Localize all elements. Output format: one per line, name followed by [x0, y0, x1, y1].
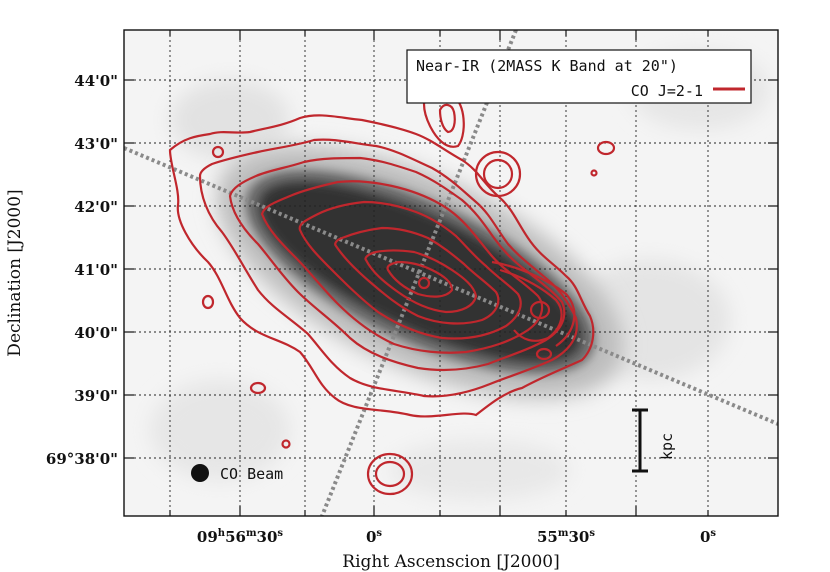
co-contour-level-7: [364, 249, 478, 314]
kpc-scale-bar: [632, 408, 648, 473]
co-blob-w: [201, 294, 215, 310]
co-blob-nw: [211, 145, 225, 159]
co-blob-ne-inner: [482, 158, 514, 190]
co-contour-peak: [417, 276, 431, 290]
plot-frame: [123, 29, 779, 517]
y-tick-label: 69°38'0": [46, 450, 118, 468]
grid-lines: [124, 30, 778, 516]
co-blob-dot-2: [281, 439, 291, 449]
co-contour-level-4: [260, 180, 544, 354]
plot-area: CO Beam kpc Near-IR (2MASS K Band at 20"…: [124, 30, 778, 516]
co-blob-s-outer: [366, 452, 414, 496]
y-tick-label: 43'0": [74, 135, 118, 153]
y-axis-title: Declination [J2000]: [5, 189, 25, 356]
y-tick-label: 39'0": [74, 387, 118, 405]
co-contour-level-6: [334, 226, 500, 325]
co-contour-rim-2: [491, 260, 576, 347]
co-contour-level-3: [228, 156, 566, 372]
x-axis-tick-labels: 09h56m30s 0s 55m30s 0s: [197, 528, 716, 546]
co-blob-s-inner: [374, 460, 406, 488]
legend-entry-nir: Near-IR (2MASS K Band at 20"): [416, 57, 678, 75]
co-contour-level-1: [168, 114, 595, 418]
co-beam-marker: [191, 464, 209, 482]
co-contour-level-8: [386, 260, 454, 298]
co-contour-level-5: [298, 200, 522, 340]
x-tick-label-2: 0s: [366, 528, 382, 546]
co-contours: [168, 91, 616, 496]
co-blob-sw: [249, 381, 267, 395]
co-blob-dot-1: [590, 169, 598, 177]
kpc-scale-label: kpc: [658, 433, 676, 460]
y-tick-label: 44'0": [74, 72, 118, 90]
co-contour-rim-1: [499, 268, 563, 342]
co-contour-level-2: [198, 138, 578, 398]
x-axis-title: Right Ascenscion [J2000]: [342, 552, 559, 572]
y-tick-label: 42'0": [74, 198, 118, 216]
co-beam-label: CO Beam: [220, 465, 283, 483]
legend-box: [406, 49, 752, 104]
legend: Near-IR (2MASS K Band at 20") CO J=2-1: [406, 49, 752, 104]
co-blob-ne-outer: [474, 150, 522, 198]
co-blob-far-ne: [596, 140, 616, 156]
x-tick-label-3: 55m30s: [537, 528, 595, 546]
y-tick-label: 40'0": [74, 324, 118, 342]
x-tick-label-1: 09h56m30s: [197, 528, 284, 546]
x-tick-label-4: 0s: [700, 528, 716, 546]
y-tick-label: 41'0": [74, 261, 118, 279]
co-blob-n-inner: [438, 103, 456, 134]
y-axis-tick-labels: 44'0" 43'0" 42'0" 41'0" 40'0" 39'0" 69°3…: [46, 72, 118, 468]
legend-entry-co: CO J=2-1: [631, 82, 703, 100]
co-clump-right: [529, 300, 551, 320]
co-clump-lower: [535, 347, 553, 361]
axis-ticks: [124, 30, 778, 516]
